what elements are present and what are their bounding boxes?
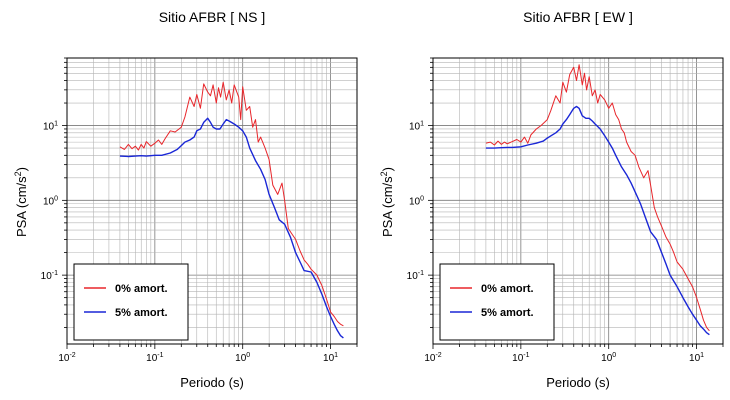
y-tick-label: 100 <box>409 195 424 207</box>
chart-title: Sitio AFBR [ EW ] <box>523 9 633 25</box>
chart-panel-ns: Sitio AFBR [ NS ] Periodo (s) PSA (cm/s2… <box>13 9 358 390</box>
x-tick-label: 100 <box>235 352 250 364</box>
series-layer <box>119 81 344 339</box>
y-tick-label: 100 <box>43 195 58 207</box>
y-axis-label: PSA (cm/s2) <box>379 167 395 237</box>
y-tick-label: 101 <box>409 121 424 133</box>
legend-box <box>439 263 555 341</box>
x-tick-label: 100 <box>601 352 616 364</box>
series-layer <box>485 64 710 336</box>
chart-panel-ew: Sitio AFBR [ EW ] Periodo (s) PSA (cm/s2… <box>379 9 724 390</box>
series-line-damping-0 <box>485 64 710 332</box>
x-tick-label: 10-1 <box>146 352 163 364</box>
axis-ticks: 10-2 10-1 100 101 10-1 100 101 <box>407 57 724 364</box>
x-axis-label: Periodo (s) <box>180 375 244 390</box>
y-tick-label: 101 <box>43 121 58 133</box>
y-tick-label: 10-1 <box>407 270 424 282</box>
x-tick-label: 101 <box>323 352 338 364</box>
x-tick-label: 10-2 <box>58 352 75 364</box>
x-tick-label: 10-2 <box>424 352 441 364</box>
series-line-damping-5 <box>119 117 344 339</box>
chart-title: Sitio AFBR [ NS ] <box>159 9 266 25</box>
x-tick-label: 10-1 <box>512 352 529 364</box>
x-tick-label: 101 <box>689 352 704 364</box>
legend-box <box>73 263 189 341</box>
axis-ticks: 10-2 10-1 100 101 10-1 100 101 <box>41 57 358 364</box>
series-line-damping-5 <box>485 105 710 336</box>
legend-label: 0% amort. <box>115 283 168 295</box>
plot-frame <box>432 57 724 345</box>
plot-frame <box>66 57 358 345</box>
legend-label: 5% amort. <box>481 307 534 319</box>
series-line-damping-0 <box>119 81 344 327</box>
x-axis-label: Periodo (s) <box>546 375 610 390</box>
legend-label: 0% amort. <box>481 283 534 295</box>
y-axis-label: PSA (cm/s2) <box>13 167 29 237</box>
legend: 0% amort. 5% amort. <box>439 263 555 341</box>
legend: 0% amort. 5% amort. <box>73 263 189 341</box>
legend-label: 5% amort. <box>115 307 168 319</box>
y-tick-label: 10-1 <box>41 270 58 282</box>
